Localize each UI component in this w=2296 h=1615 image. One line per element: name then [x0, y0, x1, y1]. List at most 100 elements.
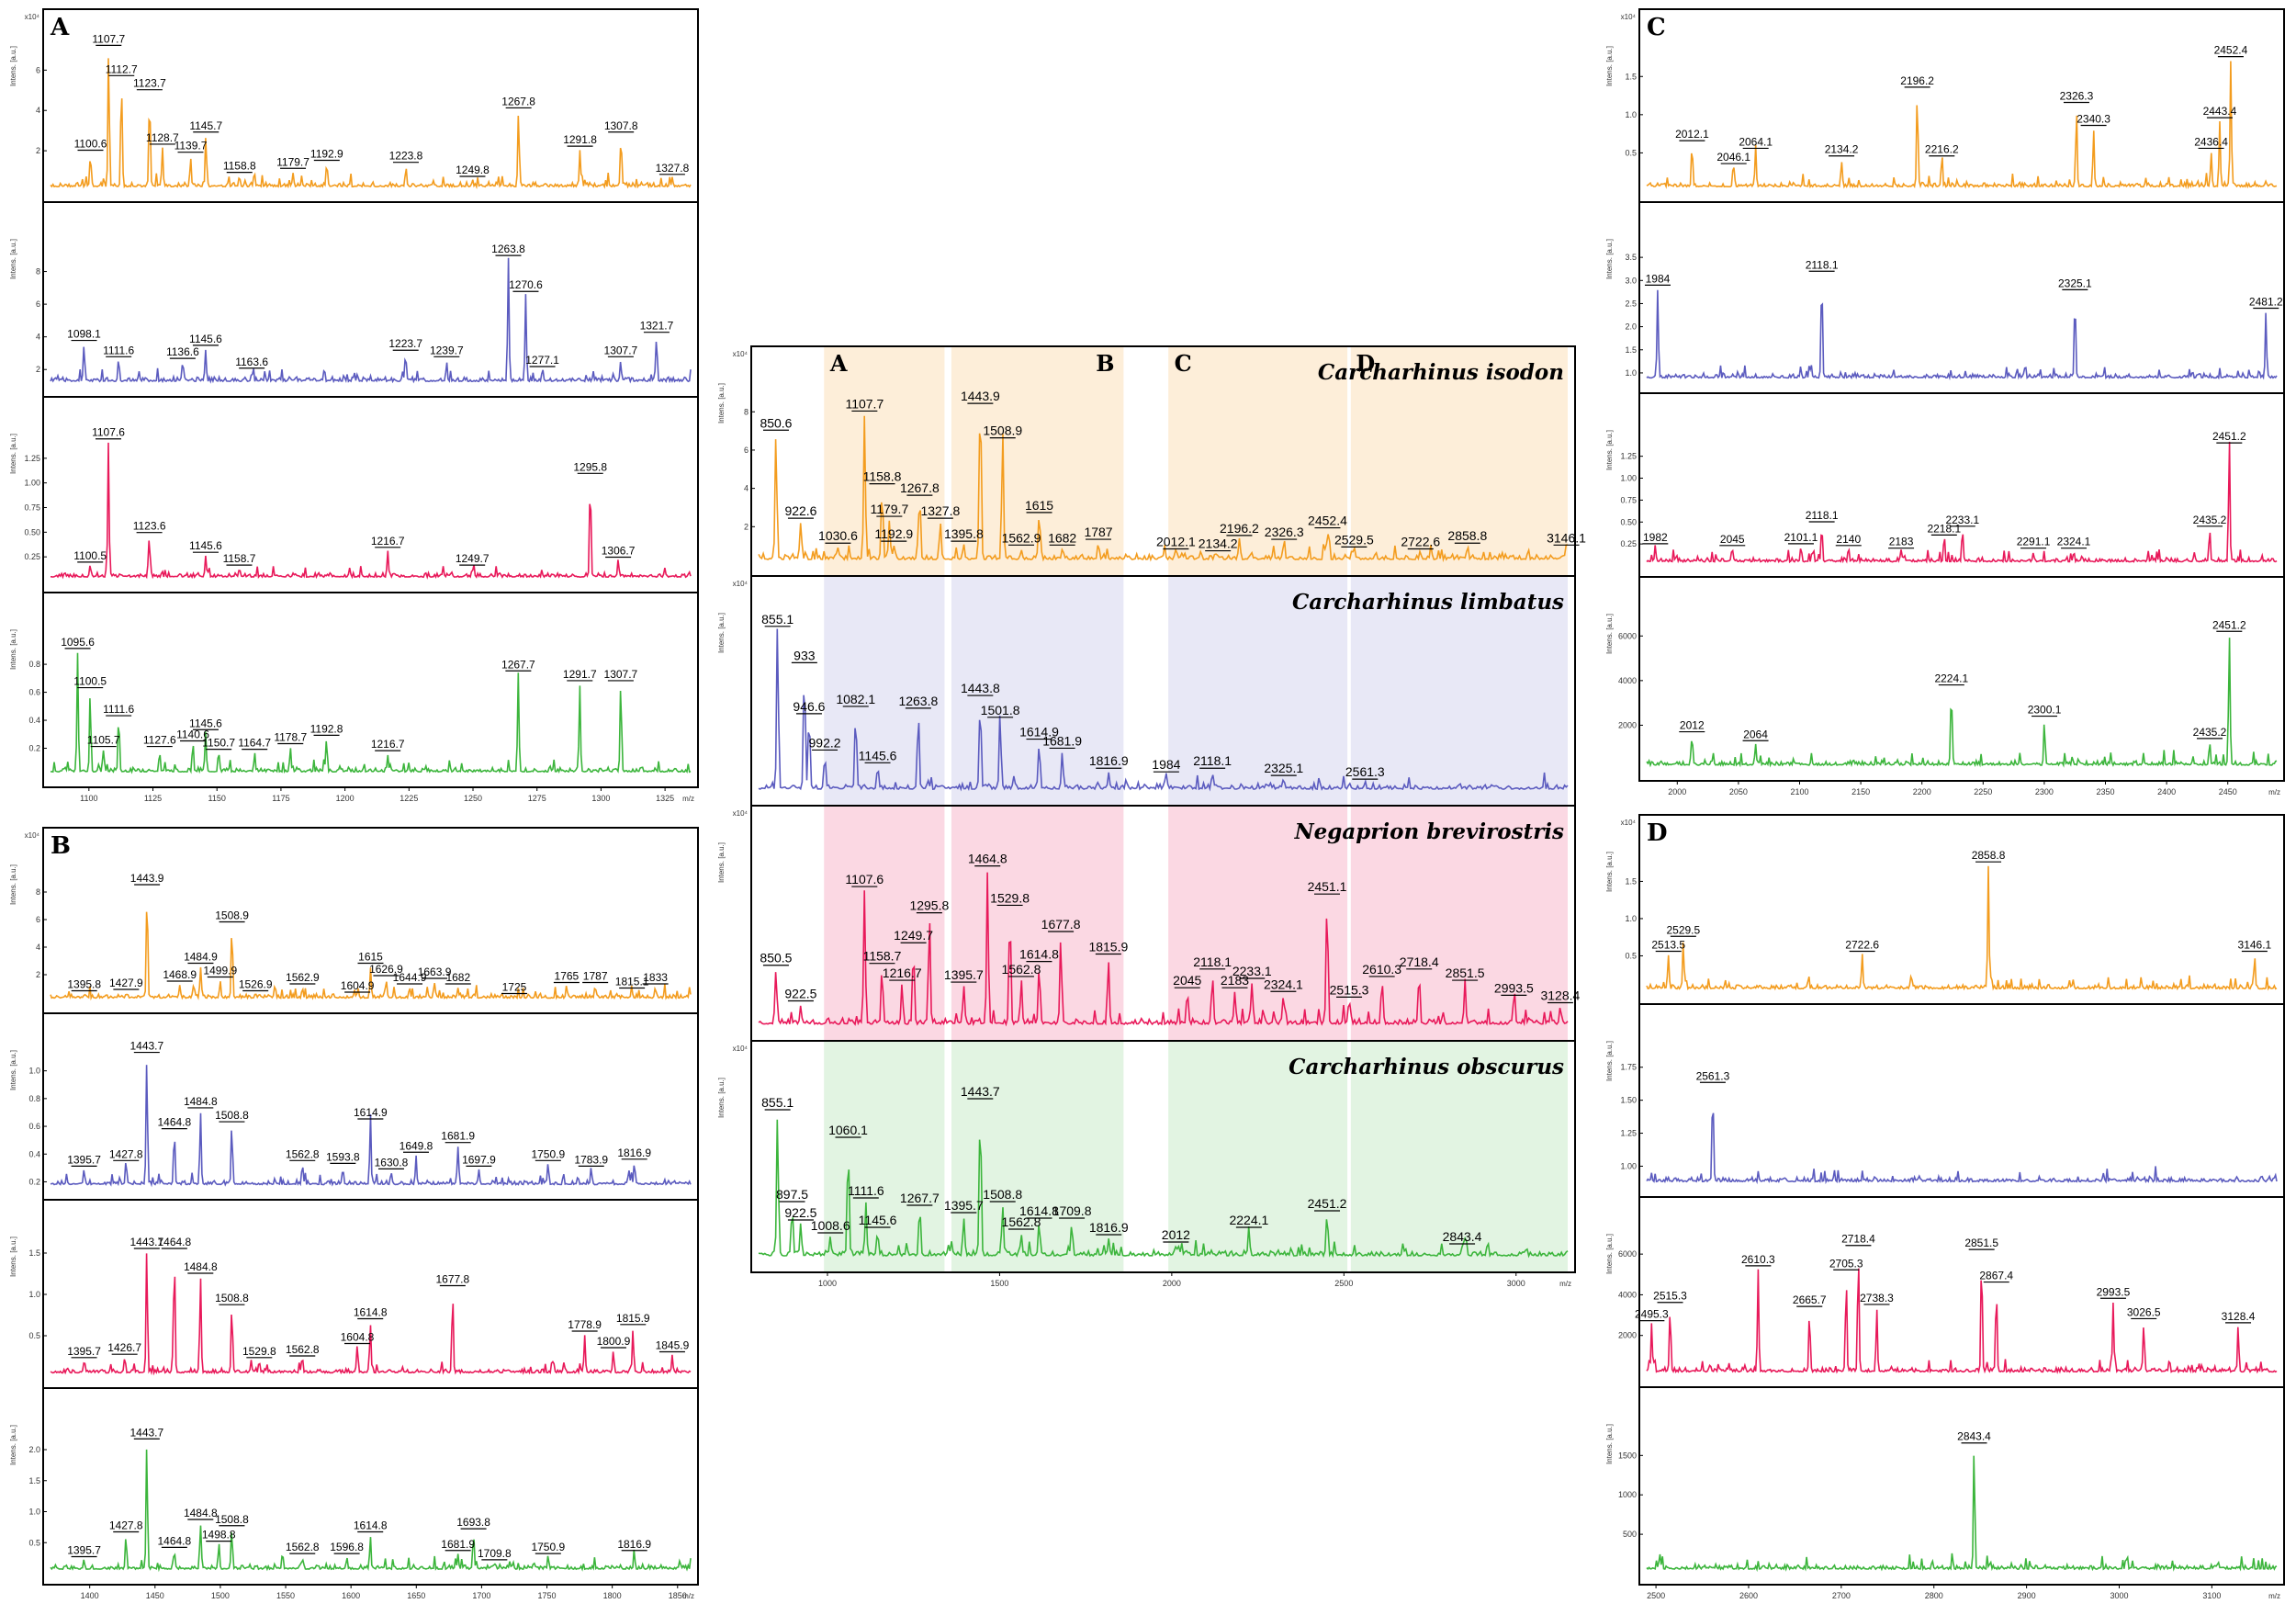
peak-label: 1982 [1643, 531, 1668, 544]
peak-label: 2118.1 [1193, 753, 1232, 768]
y-tick-label: 3.0 [1625, 276, 1637, 285]
y-tick-label: 2 [36, 365, 40, 374]
peak-label: 1136.6 [166, 345, 199, 358]
x-tick-label: 2000 [1163, 1279, 1181, 1288]
peak-label: 922.5 [784, 986, 816, 1000]
peak-label: 1216.7 [883, 966, 922, 980]
peak-label: 2196.2 [1900, 74, 1934, 87]
peak-label: 2118.1 [1806, 509, 1839, 522]
y-tick-label: 1.25 [1620, 1129, 1637, 1138]
peak-label: 1395.8 [67, 978, 101, 991]
peak-label: 1815.9 [616, 1312, 650, 1325]
peak-label: 1223.8 [389, 150, 423, 163]
peak-label: 1562.9 [286, 971, 320, 984]
peak-label: 2451.2 [2212, 430, 2246, 443]
panel-letter-B: B [51, 832, 71, 860]
y-axis-title: Intens. [a.u.] [1605, 46, 1614, 86]
peak-label: 2443.4 [2203, 105, 2237, 118]
peak-label: 1443.7 [129, 1040, 163, 1053]
highlight-region-C [1168, 577, 1348, 805]
x-tick-label: 1650 [407, 1591, 425, 1600]
peak-label: 2858.8 [1447, 528, 1487, 543]
overview-spectrum-3: Intens. [a.u.] x10⁴ 850.5 922.5 1107.6 1158.7… [717, 805, 1581, 1042]
panel-B-chart: Intens. [a.u.] x10⁴ 2 4 6 8 1395.8 1427.9 1443.9… [9, 827, 699, 1600]
peak-label: 1307.8 [604, 119, 638, 132]
x-tick-label: 1275 [528, 794, 546, 803]
plot-frame [42, 396, 699, 593]
y-tick-label: 4000 [1618, 1290, 1637, 1299]
peak-label: 1082.1 [836, 692, 875, 706]
peak-label: 1562.8 [1002, 962, 1041, 977]
peak-label: 2326.3 [2060, 90, 2094, 103]
peak-label: 1681.9 [441, 1130, 475, 1143]
species-title: Negaprion brevirostris [1294, 819, 1564, 844]
y-tick-label: 6 [36, 915, 40, 924]
peak-label: 2722.6 [1845, 938, 1879, 951]
peak-label: 1140.6 [176, 728, 209, 740]
highlight-region-B [951, 1042, 1124, 1271]
peak-label: 2867.4 [1979, 1270, 2013, 1282]
peak-label: 1697.9 [462, 1153, 496, 1166]
y-axis-title: Intens. [a.u.] [9, 434, 17, 474]
panel-A-spectrum-4: Intens. [a.u.] 0.2 0.4 0.6 0.8 1095.6 1100.5 11… [9, 592, 699, 803]
region-letter-A: A [829, 350, 848, 377]
y-tick-label: 0.4 [28, 1149, 40, 1158]
y-axis-title: Intens. [a.u.] [1605, 614, 1614, 654]
peak-label: 1216.7 [371, 535, 405, 548]
x-tick-label: 1500 [990, 1279, 1008, 1288]
y-tick-label: 1.25 [1620, 452, 1637, 461]
peak-label: 1816.9 [617, 1538, 651, 1551]
x-tick-label: 1500 [211, 1591, 230, 1600]
y-tick-label: 1.0 [1625, 368, 1637, 378]
peak-label: 3146.1 [2238, 938, 2272, 951]
peak-label: 1223.7 [388, 337, 422, 350]
peak-label: 2436.4 [2194, 135, 2228, 148]
panel-letter-A: A [50, 14, 70, 41]
peak-label: 1123.6 [133, 520, 166, 533]
peak-label: 1192.9 [310, 147, 343, 160]
panel-C-spectrum-3: Intens. [a.u.] 0.25 0.50 0.75 1.00 1.25 1982 20… [1605, 392, 2285, 578]
x-tick-label: 2350 [2096, 787, 2114, 796]
y-tick-label: 0.5 [1625, 148, 1637, 157]
peak-label: 1682 [445, 971, 470, 984]
peak-label: 1750.9 [531, 1541, 565, 1553]
peak-label: 2224.1 [1229, 1213, 1268, 1227]
y-tick-label: 3.5 [1625, 253, 1637, 262]
peak-label: 1321.7 [640, 320, 674, 333]
x-tick-label: 1325 [656, 794, 674, 803]
peak-label: 1164.7 [238, 737, 271, 750]
x-tick-label: 1250 [464, 794, 482, 803]
spectrum-trace [50, 58, 692, 190]
peak-label: 1499.9 [203, 965, 237, 977]
peak-label: 2224.1 [1934, 672, 1968, 685]
x-tick-label: 3000 [1507, 1279, 1525, 1288]
y-tick-label: 0.8 [28, 1094, 40, 1103]
peak-label: 1649.8 [400, 1139, 433, 1152]
spectrum-trace [1646, 865, 2278, 991]
peak-label: 2561.3 [1696, 1069, 1730, 1082]
plot-frame [750, 805, 1576, 1042]
y-tick-label: 6000 [1618, 631, 1637, 640]
peak-label: 1484.8 [184, 1095, 218, 1108]
peak-label: 2134.2 [1199, 536, 1238, 551]
peak-label: 946.6 [793, 699, 825, 714]
peak-label: 1107.7 [845, 396, 884, 411]
peak-label: 2183 [1221, 973, 1249, 988]
peak-label: 1095.6 [61, 636, 95, 649]
panel-B-spectrum-3: Intens. [a.u.] 0.5 1.0 1.5 1395.7 1426.7 1443.… [9, 1199, 699, 1389]
peak-label: 1267.7 [501, 658, 535, 671]
peak-label: 1614.9 [354, 1106, 388, 1119]
peak-label: 1508.9 [215, 909, 249, 922]
highlight-region-A [824, 1042, 945, 1271]
peak-label: 2718.4 [1400, 954, 1439, 969]
peak-label: 1179.7 [276, 155, 310, 168]
peak-label: 2140 [1836, 533, 1861, 546]
peak-label: 1614.8 [1019, 1203, 1059, 1218]
y-scale-note: x10⁴ [733, 809, 748, 818]
y-tick-label: 4 [36, 333, 40, 342]
x-tick-label: 3000 [2110, 1591, 2128, 1600]
peak-label: 1498.8 [202, 1529, 236, 1542]
peak-label: 1100.6 [74, 138, 107, 151]
peak-label: 2196.2 [1220, 521, 1259, 536]
peak-label: 1158.7 [223, 552, 256, 565]
